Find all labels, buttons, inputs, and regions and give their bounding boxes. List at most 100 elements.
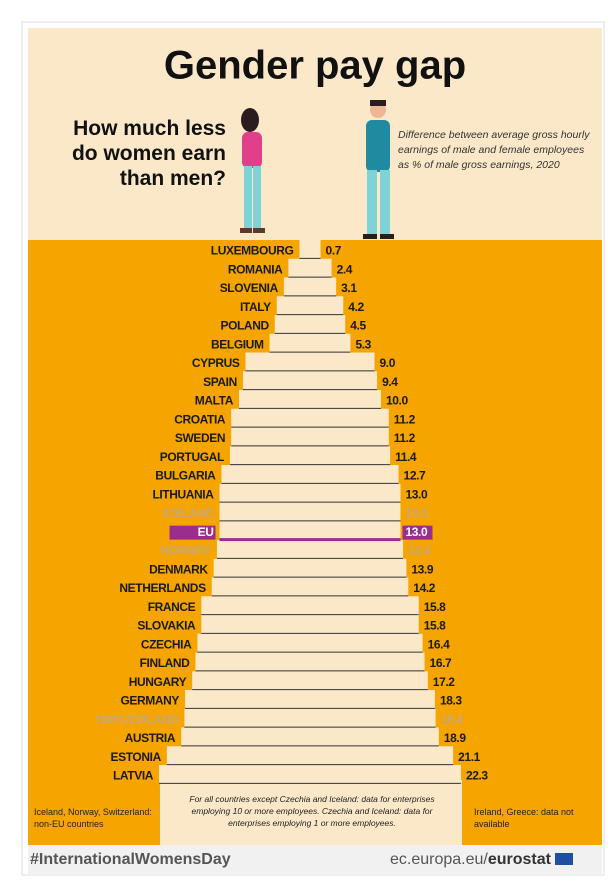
category-label: BULGARIA bbox=[155, 469, 216, 483]
gap-band bbox=[269, 333, 351, 353]
value-label: 0.7 bbox=[326, 244, 342, 258]
gap-band bbox=[211, 577, 409, 597]
gap-band bbox=[242, 371, 378, 391]
gap-band bbox=[231, 427, 389, 447]
gap-band bbox=[231, 408, 389, 428]
category-label: ESTONIA bbox=[111, 750, 162, 764]
category-label: SWEDEN bbox=[175, 431, 225, 445]
gap-band bbox=[166, 746, 454, 766]
source: ec.europa.eu/eurostat bbox=[390, 851, 574, 869]
footer-bg bbox=[28, 845, 602, 875]
value-label: 5.3 bbox=[355, 337, 371, 351]
gap-band bbox=[219, 483, 401, 503]
label-bg bbox=[169, 525, 216, 540]
hashtag: #InternationalWomensDay bbox=[30, 851, 231, 868]
value-label: 13.9 bbox=[411, 562, 433, 576]
man-illustration bbox=[363, 100, 394, 239]
value-label: 4.2 bbox=[348, 300, 364, 314]
category-label: ICELAND bbox=[163, 506, 214, 520]
value-label: 3.1 bbox=[341, 281, 357, 295]
gap-band bbox=[288, 258, 332, 278]
gap-band bbox=[192, 671, 428, 691]
category-label: LITHUANIA bbox=[152, 487, 214, 501]
gap-band bbox=[201, 596, 419, 616]
chart-subtitle: How much less do women earn than men? bbox=[71, 117, 226, 190]
value-label: 18.9 bbox=[444, 731, 466, 745]
gap-band bbox=[239, 390, 381, 410]
value-label: 14.2 bbox=[413, 581, 435, 595]
value-label: 13.0 bbox=[406, 525, 428, 539]
eu-flag bbox=[555, 853, 574, 865]
category-label: SPAIN bbox=[203, 375, 237, 389]
description: Difference between average gross hourly … bbox=[398, 129, 590, 171]
gap-band bbox=[197, 633, 423, 653]
value-label: 22.3 bbox=[466, 769, 488, 783]
value-label: 13.0 bbox=[406, 506, 428, 520]
chart-title: Gender pay gap bbox=[164, 44, 466, 88]
gap-band bbox=[245, 352, 375, 372]
category-label: FINLAND bbox=[140, 656, 191, 670]
category-label: AUSTRIA bbox=[125, 731, 176, 745]
category-label: LATVIA bbox=[113, 769, 154, 783]
category-label: LUXEMBOURG bbox=[211, 244, 294, 258]
note-right: Ireland, Greece: data not available bbox=[474, 807, 574, 829]
woman-illustration bbox=[240, 108, 265, 233]
value-label: 11.2 bbox=[394, 412, 416, 426]
note-center: For all countries except Czechia and Ice… bbox=[189, 794, 435, 828]
category-label: MALTA bbox=[195, 394, 234, 408]
category-label: CZECHIA bbox=[141, 637, 192, 651]
category-label: BELGIUM bbox=[211, 337, 264, 351]
value-label: 15.8 bbox=[424, 619, 446, 633]
value-bg bbox=[402, 525, 433, 540]
note-left: Iceland, Norway, Switzerland: non-EU cou… bbox=[34, 807, 152, 829]
gap-band bbox=[181, 727, 439, 747]
category-label: NETHERLANDS bbox=[119, 581, 206, 595]
gap-band bbox=[159, 765, 461, 785]
value-label: 4.5 bbox=[350, 319, 366, 333]
category-label: ROMANIA bbox=[228, 262, 283, 276]
value-label: 21.1 bbox=[458, 750, 480, 764]
source-brand: eurostat bbox=[487, 851, 551, 868]
gap-band bbox=[229, 446, 391, 466]
category-label: SLOVAKIA bbox=[137, 619, 196, 633]
category-label: GERMANY bbox=[121, 694, 180, 708]
value-label: 9.4 bbox=[382, 375, 398, 389]
category-label: CYPRUS bbox=[192, 356, 240, 370]
category-label: NORWAY bbox=[161, 544, 212, 558]
category-label: CROATIA bbox=[174, 412, 226, 426]
value-label: 18.3 bbox=[440, 694, 462, 708]
gap-band bbox=[219, 521, 401, 541]
source-domain: ec.europa.eu/ bbox=[390, 851, 488, 868]
gap-band bbox=[221, 465, 399, 485]
value-label: 9.0 bbox=[380, 356, 396, 370]
category-label: ITALY bbox=[240, 300, 271, 314]
gap-band bbox=[274, 315, 346, 335]
gap-band bbox=[185, 690, 435, 710]
category-label: HUNGARY bbox=[129, 675, 187, 689]
value-label: 13.4 bbox=[408, 544, 430, 558]
category-label: SWITZERLAND bbox=[95, 712, 179, 726]
gap-band bbox=[216, 540, 404, 560]
value-label: 18.4 bbox=[441, 712, 463, 726]
category-label: DENMARK bbox=[149, 562, 208, 576]
value-label: 11.2 bbox=[394, 431, 416, 445]
gap-band bbox=[195, 652, 425, 672]
category-label: POLAND bbox=[220, 319, 269, 333]
header-bg bbox=[28, 28, 602, 240]
category-label: EU bbox=[198, 525, 214, 539]
value-label: 17.2 bbox=[433, 675, 455, 689]
value-label: 16.4 bbox=[428, 637, 450, 651]
value-label: 10.0 bbox=[386, 394, 408, 408]
value-label: 16.7 bbox=[430, 656, 452, 670]
gap-band bbox=[276, 296, 344, 316]
gap-band bbox=[184, 708, 436, 728]
value-label: 15.8 bbox=[424, 600, 446, 614]
value-label: 12.7 bbox=[404, 469, 426, 483]
footer-panel bbox=[160, 780, 462, 845]
gap-band bbox=[299, 240, 321, 260]
value-label: 11.4 bbox=[395, 450, 417, 464]
gap-band bbox=[283, 277, 337, 297]
category-label: FRANCE bbox=[148, 600, 196, 614]
